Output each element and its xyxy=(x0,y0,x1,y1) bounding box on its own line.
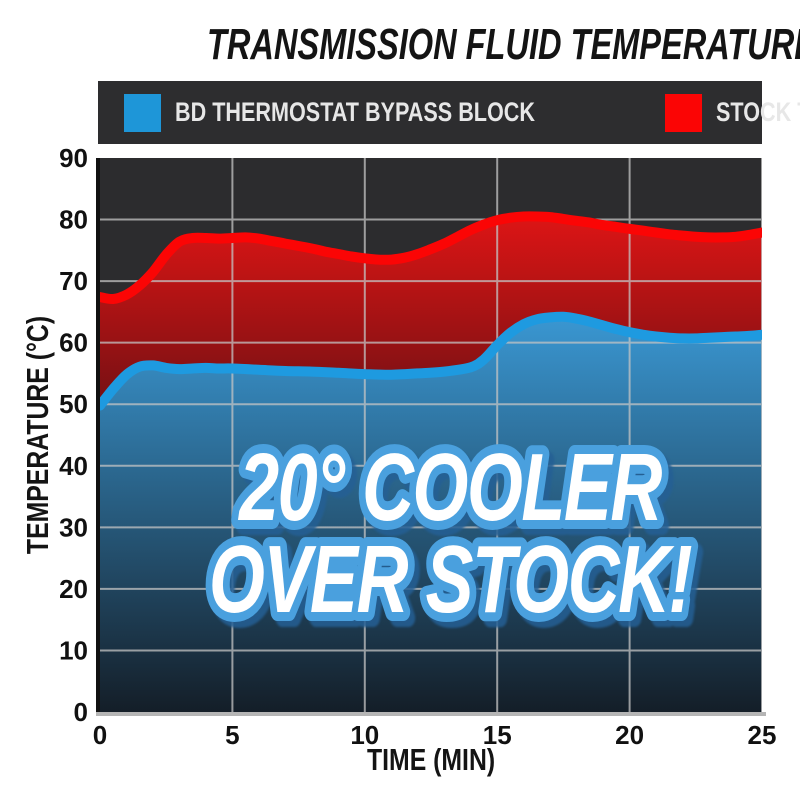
y-axis-title: TEMPERATURE (°C) xyxy=(20,286,56,584)
y-tick-label: 80 xyxy=(59,205,88,235)
annotation-line1: 20° COOLER xyxy=(237,433,662,540)
x-tick-label: 15 xyxy=(483,720,512,750)
y-axis-title-text: TEMPERATURE (°C) xyxy=(20,315,55,555)
x-tick-label: 0 xyxy=(93,720,107,750)
chart-title-text: TRANSMISSION FLUID TEMPERATURE xyxy=(206,20,800,69)
chart-title: TRANSMISSION FLUID TEMPERATURE xyxy=(100,20,800,70)
x-tick-label: 25 xyxy=(748,720,777,750)
y-tick-label: 0 xyxy=(74,697,88,727)
x-tick-label: 10 xyxy=(350,720,379,750)
y-tick-label: 40 xyxy=(59,451,88,481)
legend-item-stock: STOCK THERMOSTAT xyxy=(665,93,800,132)
y-axis-line xyxy=(96,158,100,716)
legend: BD THERMOSTAT BYPASS BLOCK STOCK THERMOS… xyxy=(98,81,800,144)
x-axis-title-text: TIME (MIN) xyxy=(366,742,496,777)
legend-swatch-blue-icon xyxy=(124,93,161,132)
y-tick-label: 50 xyxy=(59,389,88,419)
y-tick-label: 90 xyxy=(59,143,88,173)
x-tick-label: 20 xyxy=(615,720,644,750)
series-line-bd xyxy=(100,311,762,411)
x-axis-line xyxy=(96,712,766,716)
y-tick-label: 20 xyxy=(59,574,88,604)
legend-label-bd: BD THERMOSTAT BYPASS BLOCK xyxy=(175,97,535,127)
gridlines xyxy=(100,158,762,712)
tick-labels: 0 10 20 30 40 50 60 70 80 90 0 5 10 15 20 25 xyxy=(59,143,776,750)
legend-label-stock: STOCK THERMOSTAT xyxy=(716,97,800,127)
x-axis-title: TIME (MIN) xyxy=(100,742,762,778)
y-tick-label: 10 xyxy=(59,635,88,665)
y-tick-label: 60 xyxy=(59,328,88,358)
annotation-line2: OVER STOCK! xyxy=(209,525,692,632)
series-line-stock xyxy=(100,211,762,305)
y-tick-label: 70 xyxy=(59,266,88,296)
legend-item-bd: BD THERMOSTAT BYPASS BLOCK xyxy=(124,93,625,132)
x-tick-label: 5 xyxy=(225,720,239,750)
legend-swatch-red-icon xyxy=(665,93,702,132)
y-tick-label: 30 xyxy=(59,512,88,542)
area-fill-bd xyxy=(100,316,762,712)
